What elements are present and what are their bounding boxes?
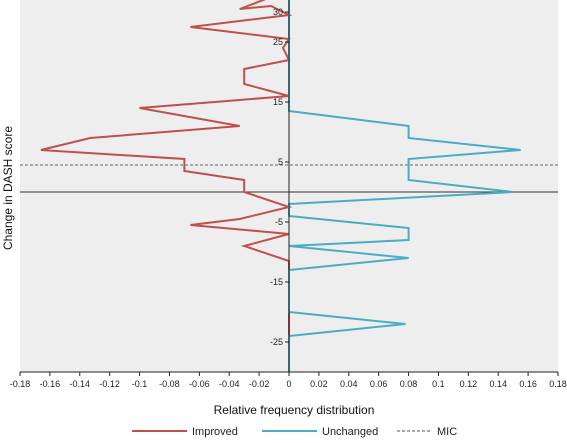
x-tick-label: 0 <box>286 379 291 389</box>
x-tick-label: -0.08 <box>159 379 180 389</box>
legend-label-mic: MIC <box>437 426 457 438</box>
x-tick-label: -0.1 <box>132 379 148 389</box>
legend-label-improved: Improved <box>192 426 238 438</box>
x-tick-label: -0.04 <box>219 379 240 389</box>
series-line-improved <box>40 0 293 372</box>
x-axis-ticks: -0.18 -0.16 -0.14 -0.12 -0.1 -0.08 -0.06 -0.04-… <box>10 372 567 389</box>
x-tick-label: -0.14 <box>70 379 91 389</box>
y-axis-ticks: 30 25 15 5 -5 -15 -25 <box>270 7 289 347</box>
y-tick-label: -25 <box>270 337 283 347</box>
y-axis-title: Change in DASH score <box>1 126 15 250</box>
x-tick-label: 0.02 <box>310 379 328 389</box>
x-tick-label: 0.1 <box>432 379 445 389</box>
x-tick-label: 0.06 <box>370 379 388 389</box>
x-tick-label: -0.18 <box>10 379 31 389</box>
x-tick-label: -0.12 <box>99 379 120 389</box>
legend-label-unchanged: Unchanged <box>322 426 378 438</box>
y-tick-label: 15 <box>273 97 283 107</box>
x-tick-label: 0.12 <box>460 379 478 389</box>
x-tick-label: 0.18 <box>549 379 567 389</box>
y-tick-label: -15 <box>270 277 283 287</box>
x-tick-label: 0.08 <box>400 379 418 389</box>
x-tick-label: -0.02 <box>249 379 270 389</box>
x-tick-label: 0.14 <box>489 379 507 389</box>
y-tick-label: -5 <box>275 217 283 227</box>
y-tick-label: 5 <box>278 157 283 167</box>
x-tick-label: -0.16 <box>40 379 61 389</box>
y-tick-label: 30 <box>273 7 283 17</box>
x-axis-title: Relative frequency distribution <box>214 403 375 417</box>
y-tick-label: 25 <box>273 37 283 47</box>
legend: Improved Unchanged MIC <box>132 426 457 438</box>
x-tick-label: -0.06 <box>189 379 210 389</box>
x-tick-label: 0.16 <box>519 379 537 389</box>
x-tick-label: 0.04 <box>340 379 358 389</box>
